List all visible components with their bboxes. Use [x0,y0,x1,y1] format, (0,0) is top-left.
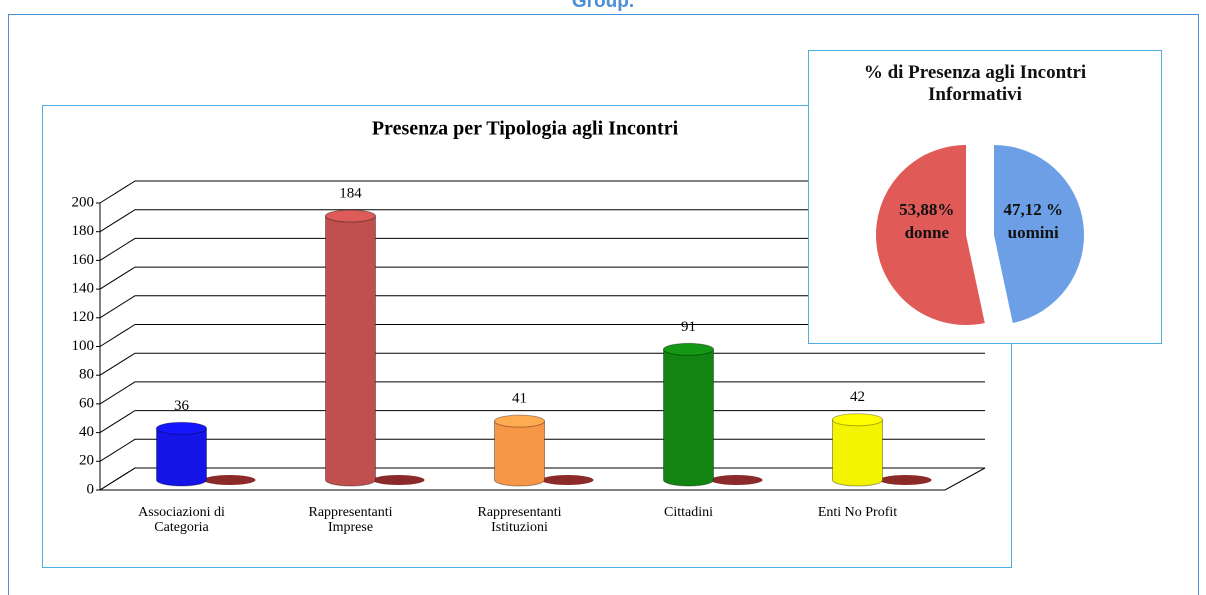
x-tick-label: Associazioni di Categoria [138,505,225,535]
y-tick-label: 0 [87,481,95,497]
bar-shadow [710,475,763,485]
bar-top [325,209,376,223]
x-tick-label: Cittadini [664,505,713,520]
value-label: 42 [850,389,865,405]
bar-shadow [541,475,594,485]
bar-top [663,342,714,356]
value-label: 36 [174,398,190,414]
grid-line [99,237,985,261]
grid-line [99,324,985,347]
y-tick-label: 200 [72,194,95,210]
value-label: 53,88% [899,200,955,219]
bar-shadow [879,475,932,485]
pie-frame [808,50,1162,344]
y-tick-label: 180 [72,223,95,239]
y-tick-label: 120 [72,309,95,325]
bar [156,427,207,487]
bar-shadow [203,475,256,485]
y-tick-label: 60 [79,395,94,411]
grid-line [99,295,985,319]
grid-line [99,209,985,233]
bar-top [494,414,545,428]
y-tick-label: 80 [79,367,94,383]
bar [325,215,376,487]
category-label: uomini [1007,223,1059,242]
bar [494,420,545,487]
bar [663,348,714,487]
value-label: 47,12 % [1003,200,1063,219]
y-tick-label: 20 [79,453,94,469]
category-label: donne [904,223,949,242]
pie-slice [994,145,1085,324]
y-tick-label: 160 [72,252,95,268]
x-tick-label: Rappresentanti Istituzioni [477,505,562,535]
grid-line [99,180,985,204]
x-tick-label: Rappresentanti Imprese [308,505,393,535]
header: Group. [571,0,635,12]
bar-shadow [372,475,425,485]
value-label: 91 [681,319,696,335]
x-tick-label: Enti No Profit [817,505,898,520]
bar [832,419,883,487]
bar-top [156,421,207,435]
value-label: 41 [512,391,527,407]
value-label: 184 [339,185,362,201]
chart-title: Presenza per Tipologia agli Incontri [372,118,679,140]
y-tick-label: 100 [72,338,95,354]
y-tick-label: 40 [79,424,94,440]
pie-slice [876,145,985,325]
y-tick-label: 140 [72,281,95,297]
grid-line [99,266,985,290]
bar-top [832,413,883,427]
chart-title: % di Presenza agli Incontri Informativi [863,62,1087,105]
